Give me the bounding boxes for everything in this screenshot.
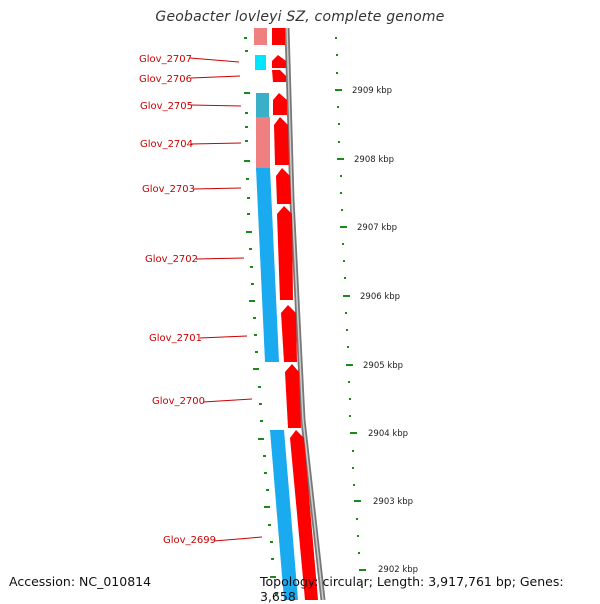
backbone-ring	[284, 27, 326, 600]
function-segment-2699	[270, 430, 298, 600]
gene-arrow-2704	[274, 117, 289, 165]
scale-label: 2909 kbp	[352, 86, 392, 96]
function-segment-2704	[256, 117, 270, 168]
scale-labels: 2909 kbp 2908 kbp 2907 kbp 2906 kbp 2905…	[352, 86, 418, 575]
function-segment-2707	[255, 55, 266, 70]
scale-ticks	[335, 37, 366, 588]
gene-label-glov-2700[interactable]: Glov_2700	[152, 396, 205, 407]
gene-arrow-2702	[277, 206, 293, 300]
gene-arrow-2699	[290, 430, 318, 600]
gene-label-glov-2699[interactable]: Glov_2699	[163, 535, 216, 546]
gene-labels: Glov_2707 Glov_2706 Glov_2705 Glov_2704 …	[139, 54, 216, 546]
gene-arrow-2706	[272, 70, 286, 82]
accession-text: Accession: NC_010814	[9, 574, 152, 589]
gene-arrow-2700	[285, 364, 301, 428]
map-title: Geobacter lovleyi SZ, complete genome	[155, 9, 445, 25]
cds-track	[272, 28, 318, 600]
gene-leader-lines	[189, 57, 263, 542]
gene-arrow-top	[272, 28, 285, 45]
function-segment-2705	[256, 93, 269, 117]
inner-ticks	[244, 37, 278, 595]
scale-label: 2905 kbp	[363, 361, 403, 371]
scale-label: 2903 kbp	[373, 497, 413, 507]
function-track	[254, 28, 298, 600]
gene-label-glov-2707[interactable]: Glov_2707	[139, 54, 192, 65]
gene-label-glov-2701[interactable]: Glov_2701	[149, 333, 202, 344]
scale-label: 2906 kbp	[360, 292, 400, 302]
gene-label-glov-2704[interactable]: Glov_2704	[140, 139, 193, 150]
gene-label-glov-2705[interactable]: Glov_2705	[140, 101, 193, 112]
function-segment-top	[254, 28, 267, 45]
gene-arrow-2701	[281, 305, 297, 362]
gene-label-glov-2703[interactable]: Glov_2703	[142, 184, 195, 195]
scale-label: 2904 kbp	[368, 429, 408, 439]
scale-label: 2908 kbp	[354, 155, 394, 165]
gene-arrow-2703	[276, 168, 291, 204]
gene-arrow-2705	[273, 93, 287, 115]
gene-arrow-2707	[272, 55, 286, 68]
scale-label: 2907 kbp	[357, 223, 397, 233]
gene-label-glov-2702[interactable]: Glov_2702	[145, 254, 198, 265]
gene-label-glov-2706[interactable]: Glov_2706	[139, 74, 192, 85]
scale-label: 2902 kbp	[378, 565, 418, 575]
function-segment-2703-2701	[256, 168, 279, 362]
